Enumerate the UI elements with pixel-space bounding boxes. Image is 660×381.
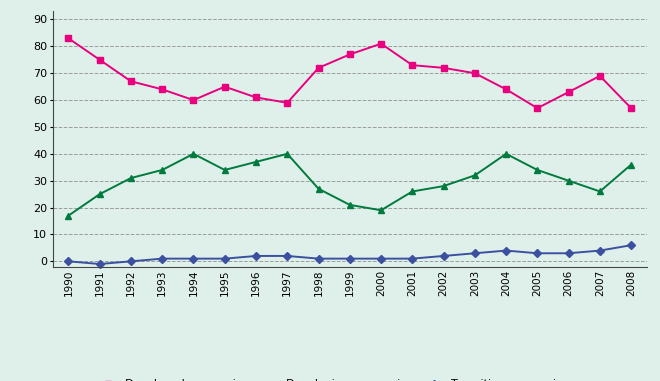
Developed economies [315,66,323,70]
Transition economies [283,254,291,258]
Line: Developing economies: Developing economies [65,150,635,219]
Developing economies [533,168,541,172]
Transition economies [377,256,385,261]
Developing economies [283,152,291,156]
Transition economies [189,256,197,261]
Developed economies [409,63,416,67]
Developing economies [409,189,416,194]
Developing economies [377,208,385,213]
Developed economies [158,87,166,92]
Transition economies [127,259,135,264]
Developing economies [221,168,229,172]
Developed economies [596,74,604,78]
Transition economies [409,256,416,261]
Line: Transition economies: Transition economies [65,242,634,267]
Transition economies [315,256,323,261]
Developed economies [440,66,447,70]
Developing economies [346,203,354,207]
Developed economies [565,90,573,94]
Developed economies [189,98,197,102]
Developing economies [252,160,260,164]
Transition economies [96,262,104,266]
Developing economies [315,186,323,191]
Transition economies [65,259,73,264]
Transition economies [596,248,604,253]
Developing economies [158,168,166,172]
Transition economies [440,254,447,258]
Transition economies [158,256,166,261]
Transition economies [627,243,635,248]
Developed economies [127,79,135,83]
Developing economies [127,176,135,180]
Transition economies [502,248,510,253]
Developed economies [533,106,541,110]
Developed economies [377,42,385,46]
Transition economies [221,256,229,261]
Transition economies [471,251,478,256]
Developing economies [596,189,604,194]
Developing economies [96,192,104,197]
Developing economies [627,162,635,167]
Transition economies [533,251,541,256]
Transition economies [565,251,573,256]
Developing economies [440,184,447,188]
Transition economies [346,256,354,261]
Developed economies [96,58,104,62]
Developed economies [65,36,73,41]
Developed economies [221,84,229,89]
Developing economies [502,152,510,156]
Developing economies [65,213,73,218]
Developed economies [502,87,510,92]
Legend: Developed economies, Developing economies, Transition economies: Developed economies, Developing economie… [96,379,568,381]
Developed economies [471,71,478,75]
Developed economies [283,101,291,105]
Developed economies [627,106,635,110]
Developing economies [189,152,197,156]
Line: Developed economies: Developed economies [65,35,634,111]
Developing economies [471,173,478,178]
Developed economies [346,52,354,57]
Developing economies [565,178,573,183]
Transition economies [252,254,260,258]
Developed economies [252,95,260,100]
